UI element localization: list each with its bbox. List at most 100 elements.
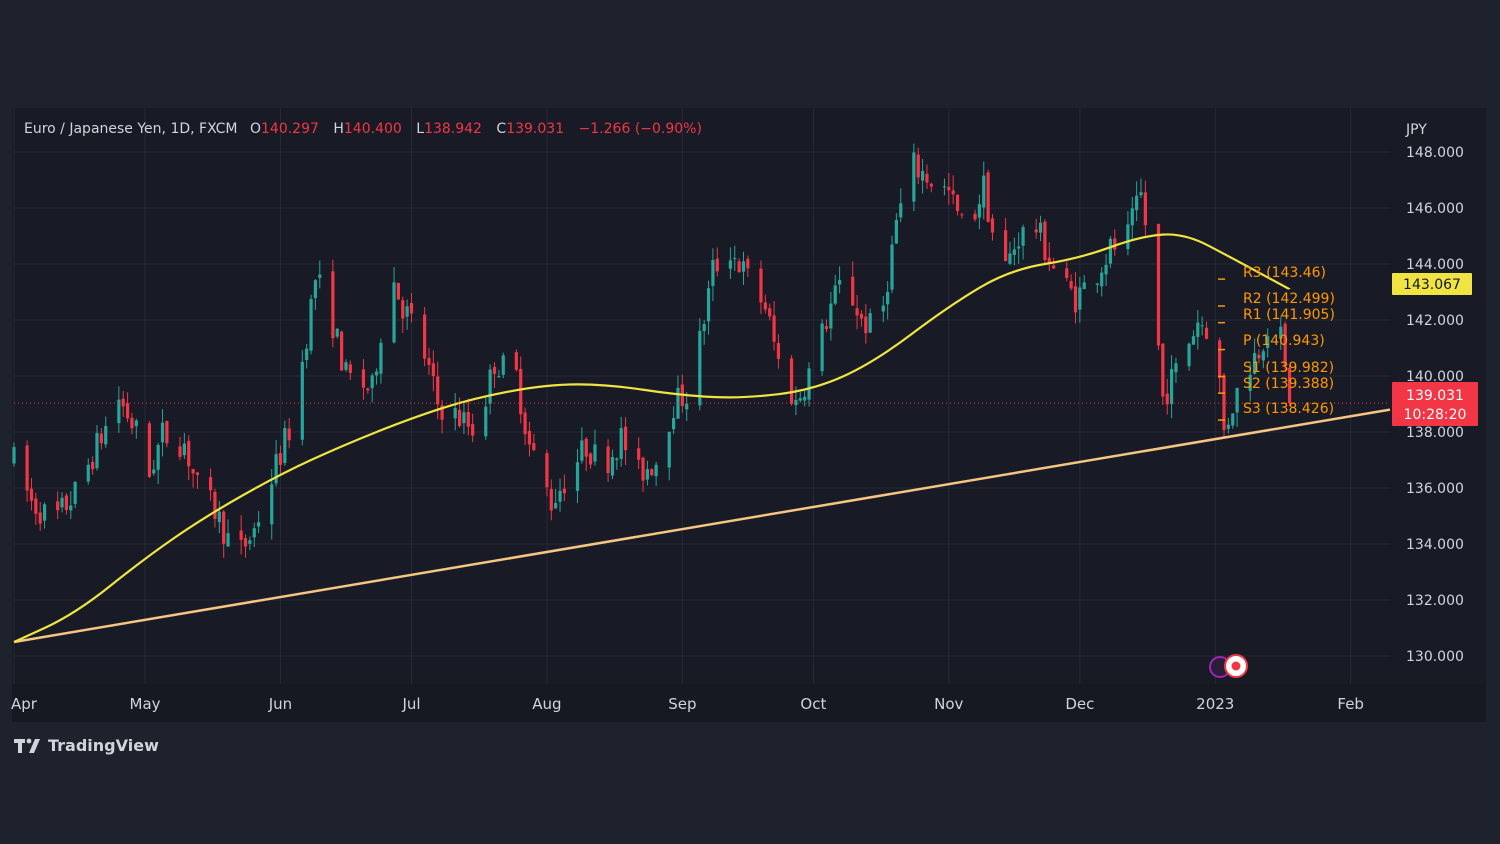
candle-body <box>899 203 903 218</box>
candle-body <box>580 440 584 461</box>
candle <box>313 279 318 310</box>
candle <box>982 161 986 220</box>
candle-body <box>1287 367 1292 404</box>
candle-body <box>654 464 658 477</box>
candle <box>462 402 466 435</box>
candle-body <box>1082 282 1086 290</box>
candle <box>309 294 313 355</box>
x-tick-label: May <box>130 695 161 713</box>
candle <box>213 488 217 528</box>
x-tick-label: Feb <box>1337 695 1364 713</box>
last-price-badge <box>1392 382 1478 426</box>
candle <box>431 350 435 392</box>
change-value: −1.266 (−0.90%) <box>578 121 702 137</box>
candle <box>711 248 715 301</box>
candle <box>12 442 16 467</box>
candle-body <box>728 260 732 269</box>
candle-body <box>951 190 955 195</box>
candle-body <box>1012 249 1016 255</box>
candle <box>1283 321 1287 372</box>
candle <box>1021 224 1025 260</box>
candle <box>1078 276 1082 323</box>
candle-body <box>645 469 649 480</box>
y-tick-label: 134.000 <box>1406 537 1464 553</box>
candle-body <box>99 433 103 444</box>
candle-body <box>829 303 833 329</box>
candle-body <box>125 403 130 419</box>
candle-body <box>803 396 807 401</box>
open-label: O <box>249 121 261 137</box>
x-tick-label: Sep <box>668 695 696 713</box>
candle <box>466 398 470 436</box>
candle-body <box>955 194 960 212</box>
symbol-title[interactable]: Euro / Japanese Yen, 1D, FXCM <box>24 121 238 137</box>
candle <box>374 368 379 385</box>
candle-body <box>331 271 335 339</box>
candle-body <box>545 453 549 488</box>
candle <box>947 172 951 205</box>
candle <box>217 500 221 534</box>
candle <box>859 310 864 327</box>
candle <box>637 437 641 470</box>
candle-body <box>117 399 121 424</box>
candle <box>1266 328 1270 358</box>
candle <box>147 420 152 479</box>
candle-body <box>165 420 169 444</box>
candle-body <box>313 280 318 299</box>
candle <box>99 427 103 450</box>
candle <box>248 536 252 551</box>
candle-body <box>361 369 366 388</box>
candle <box>379 338 383 384</box>
candle <box>1126 211 1130 256</box>
tradingview-logo[interactable]: TradingView <box>14 736 159 755</box>
x-tick-label: Dec <box>1065 695 1094 713</box>
candle-body <box>1143 192 1147 226</box>
candle <box>1257 349 1261 364</box>
open-value: 140.297 <box>261 121 319 137</box>
candle <box>270 469 274 540</box>
support-trendline <box>13 408 1391 644</box>
candle-body <box>409 303 414 314</box>
candle <box>1082 275 1086 290</box>
candle <box>610 449 615 480</box>
candle <box>34 492 38 525</box>
candle-body <box>344 362 348 370</box>
candle-body <box>1200 325 1204 327</box>
candle-body <box>715 258 719 272</box>
candle-body <box>318 274 322 278</box>
candle <box>593 429 597 466</box>
candle-body <box>859 313 864 319</box>
y-tick-label: 142.000 <box>1406 313 1464 329</box>
candle-body <box>706 288 711 322</box>
candle <box>1065 261 1069 282</box>
candle-body <box>833 285 837 304</box>
candle-body <box>274 454 278 484</box>
candle-body <box>25 445 29 491</box>
event-icon-red-dot <box>1231 661 1241 671</box>
candle-body <box>1235 388 1239 413</box>
candle <box>702 320 706 345</box>
y-unit-label: JPY <box>1405 122 1427 138</box>
candle <box>776 334 781 369</box>
candle-body <box>1248 375 1252 391</box>
candle-body <box>12 447 16 464</box>
candle <box>886 281 890 320</box>
y-tick-label: 144.000 <box>1406 257 1464 273</box>
candle <box>366 387 370 394</box>
y-tick-label: 146.000 <box>1406 201 1464 217</box>
candle <box>1038 215 1043 242</box>
candle <box>667 431 671 481</box>
candle-body <box>257 522 261 527</box>
candle-body <box>1222 375 1226 431</box>
candle-body <box>864 316 868 334</box>
last-price-text: 139.031 <box>1406 388 1464 404</box>
candle-body <box>401 300 405 319</box>
candle-body <box>1191 336 1196 345</box>
candle <box>86 458 90 485</box>
candle <box>829 291 833 341</box>
candle-body <box>335 328 339 337</box>
candle-body <box>519 368 523 415</box>
candle-body <box>462 412 466 424</box>
candle-body <box>711 259 715 286</box>
